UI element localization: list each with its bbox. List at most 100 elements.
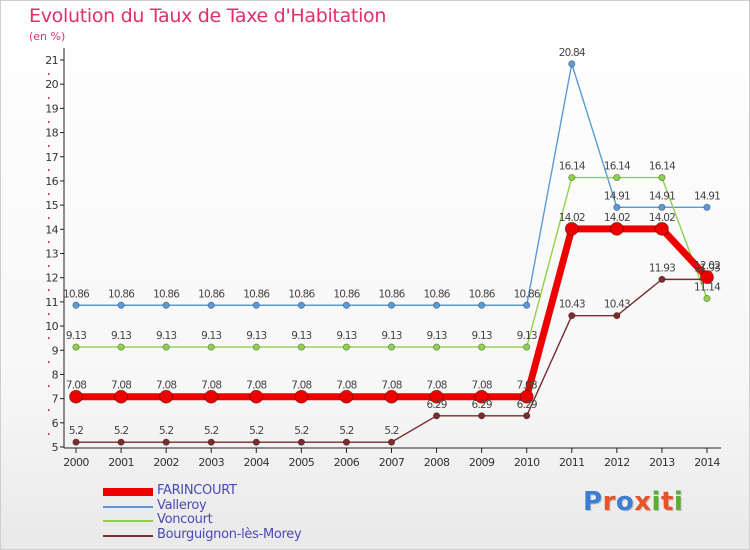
axis-accent-dot [48, 361, 50, 363]
chart-title: Evolution du Taux de Taxe d'Habitation [29, 5, 387, 27]
axis-accent-dot [48, 409, 50, 411]
legend-label: Voncourt [157, 512, 213, 527]
x-tick-label: 2014 [694, 456, 720, 469]
data-point [297, 438, 305, 446]
data-point [432, 412, 441, 420]
data-point [609, 221, 624, 236]
axis-accent-dot [48, 313, 50, 315]
data-label: 10.86 [153, 288, 180, 300]
x-tick-label: 2003 [198, 456, 224, 469]
axis-accent-dot [48, 169, 50, 171]
x-tick-label: 2008 [424, 456, 450, 469]
axis-accent-dot [48, 337, 50, 339]
data-point [252, 301, 260, 309]
series-line-farincourt [76, 225, 710, 401]
axis-accent-dot [48, 289, 50, 291]
data-point [117, 301, 125, 309]
data-label: 9.13 [291, 330, 311, 342]
data-label: 5.2 [204, 425, 218, 437]
data-point [294, 389, 309, 404]
data-point [613, 203, 621, 211]
data-label: 9.13 [66, 330, 86, 342]
data-label: 10.86 [333, 288, 360, 300]
data-point [613, 312, 621, 320]
data-label: 7.08 [336, 380, 356, 392]
y-tick-label: 12 [45, 272, 58, 285]
data-label: 14.91 [604, 190, 630, 202]
data-label: 16.14 [604, 161, 631, 173]
y-tick-label: 6 [52, 417, 59, 430]
data-label: 7.08 [291, 380, 311, 392]
data-point [478, 301, 486, 309]
data-label: 5.2 [384, 425, 398, 437]
legend-label: Valleroy [157, 497, 207, 513]
y-tick-label: 5 [52, 441, 59, 454]
data-label: 14.02 [559, 212, 585, 224]
data-label: 7.08 [517, 380, 537, 392]
data-label: 16.14 [559, 161, 586, 173]
data-label: 10.86 [63, 288, 90, 300]
y-tick-label: 11 [45, 296, 58, 309]
x-tick-label: 2012 [604, 456, 630, 469]
data-label: 7.08 [66, 380, 86, 392]
data-label: 9.13 [426, 330, 446, 342]
data-point [658, 275, 666, 283]
data-point [159, 389, 174, 404]
data-point [478, 343, 486, 351]
axis-accent-dot [48, 217, 50, 219]
data-point [387, 343, 396, 351]
data-point [478, 412, 486, 420]
data-point [429, 389, 444, 404]
data-point [700, 270, 714, 285]
data-point [613, 173, 621, 182]
data-point [342, 343, 351, 351]
x-tick-label: 2000 [63, 456, 89, 469]
unit-label: (en %) [29, 30, 66, 43]
data-label: 6.29 [426, 399, 446, 411]
data-point [114, 389, 129, 404]
x-tick-label: 2011 [559, 456, 585, 469]
data-point [387, 438, 396, 446]
data-label: 10.86 [424, 288, 451, 300]
data-point [658, 173, 666, 182]
data-label: 7.08 [156, 380, 176, 392]
data-label: 5.2 [114, 425, 128, 437]
legend-label: Bourguignon-lès-Morey [157, 526, 302, 542]
data-point [207, 301, 215, 309]
y-tick-label: 16 [45, 175, 58, 188]
y-tick-label: 10 [45, 320, 58, 333]
data-point [568, 312, 576, 320]
series-line-valleroy [76, 63, 707, 306]
data-point [249, 389, 264, 404]
y-tick-label: 7 [52, 393, 59, 406]
legend-swatch [103, 534, 153, 537]
data-label: 10.43 [559, 299, 585, 311]
data-point [654, 221, 669, 236]
data-label: 5.2 [339, 425, 353, 437]
data-label: 16.14 [649, 161, 676, 173]
data-label: 14.91 [694, 190, 720, 202]
data-label: 10.86 [288, 288, 315, 300]
proxiti-logo: Proxiti [583, 487, 683, 517]
data-label: 10.86 [378, 288, 405, 300]
data-point [297, 301, 305, 309]
data-label: 11.14 [694, 281, 721, 293]
x-tick-label: 2010 [514, 456, 540, 469]
data-label: 9.13 [156, 330, 176, 342]
axis-accent-dot [48, 265, 50, 267]
data-label: 7.08 [111, 380, 131, 392]
axis-accent-dot [48, 121, 50, 123]
data-label: 7.08 [472, 380, 492, 392]
data-point [387, 301, 396, 309]
data-point [474, 389, 489, 404]
data-point [523, 301, 531, 309]
data-label: 7.08 [381, 380, 401, 392]
y-tick-label: 21 [45, 54, 58, 67]
axis-accent-dot [48, 97, 50, 99]
data-label: 5.2 [159, 425, 173, 437]
y-tick-label: 13 [45, 248, 58, 261]
y-tick-label: 15 [45, 199, 58, 212]
data-point [384, 389, 399, 404]
axis-accent-dot [48, 145, 50, 147]
data-label: 14.02 [604, 212, 630, 224]
